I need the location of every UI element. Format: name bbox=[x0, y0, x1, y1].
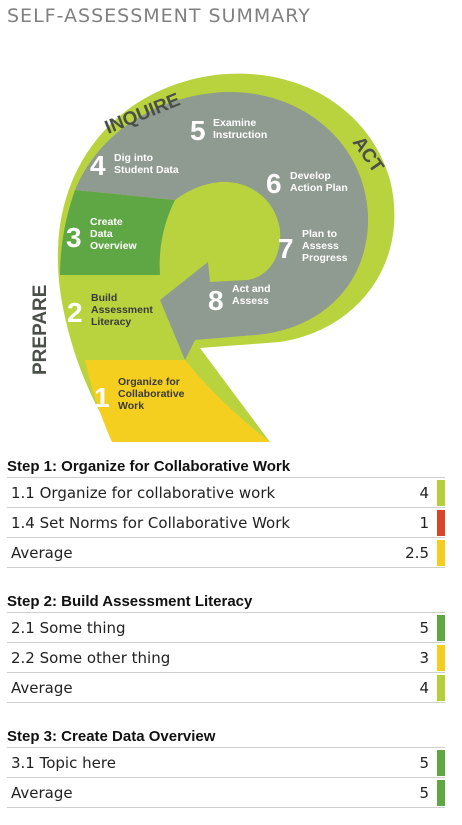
table-row: 1.1 Organize for collaborative work 4 bbox=[7, 477, 445, 508]
step-7-label: Plan to Assess Progress bbox=[302, 228, 348, 264]
row-label: Average bbox=[11, 544, 73, 562]
average-row: Average 2.5 bbox=[7, 538, 445, 568]
step-2-number: 2 bbox=[67, 297, 83, 328]
row-label: Average bbox=[11, 784, 73, 802]
row-score: 1 bbox=[419, 514, 429, 532]
step-2-section: Step 2: Build Assessment Literacy 2.1 So… bbox=[7, 592, 445, 703]
score-color-bar bbox=[437, 780, 445, 806]
step-8-number: 8 bbox=[208, 285, 224, 316]
score-color-bar bbox=[437, 510, 445, 536]
row-label: 1.1 Organize for collaborative work bbox=[11, 484, 276, 502]
step-3-number: 3 bbox=[66, 222, 82, 253]
table-row: 2.1 Some thing 5 bbox=[7, 612, 445, 643]
step-title: Step 1: Organize for Collaborative Work bbox=[7, 458, 291, 475]
row-label: Average bbox=[11, 679, 73, 697]
step-4-label: Dig into Student Data bbox=[114, 152, 179, 176]
step-5-label: Examine Instruction bbox=[213, 117, 267, 141]
row-label: 2.2 Some other thing bbox=[11, 649, 171, 667]
table-row: 1.4 Set Norms for Collaborative Work 1 bbox=[7, 508, 445, 538]
row-score: 5 bbox=[419, 754, 429, 772]
average-row: Average 5 bbox=[7, 778, 445, 808]
step-2-segment[interactable] bbox=[60, 275, 185, 360]
row-score: 5 bbox=[419, 619, 429, 637]
step-3-label: Create Data Overview bbox=[90, 216, 138, 252]
score-color-bar bbox=[437, 675, 445, 701]
score-color-bar bbox=[437, 480, 445, 506]
page-title: SELF-ASSESSMENT SUMMARY bbox=[7, 5, 311, 27]
row-score: 5 bbox=[419, 784, 429, 802]
table-row: 3.1 Topic here 5 bbox=[7, 747, 445, 778]
score-color-bar bbox=[437, 645, 445, 671]
score-color-bar bbox=[437, 615, 445, 641]
phase-prepare-label: PREPARE bbox=[30, 285, 51, 375]
step-6-number: 6 bbox=[266, 168, 282, 199]
table-row: 2.2 Some other thing 3 bbox=[7, 643, 445, 673]
step-7-number: 7 bbox=[278, 233, 294, 264]
row-label: 2.1 Some thing bbox=[11, 619, 126, 637]
row-score: 2.5 bbox=[405, 544, 429, 562]
row-label: 1.4 Set Norms for Collaborative Work bbox=[11, 514, 291, 532]
row-label: 3.1 Topic here bbox=[11, 754, 116, 772]
step-1-number: 1 bbox=[94, 382, 110, 413]
row-score: 4 bbox=[419, 679, 429, 697]
step-1-section: Step 1: Organize for Collaborative Work … bbox=[7, 457, 445, 568]
step-3-segment[interactable] bbox=[60, 190, 175, 275]
row-score: 3 bbox=[419, 649, 429, 667]
step-8-label: Act and Assess bbox=[232, 283, 273, 307]
data-wise-cycle-diagram: INQUIRE ACT PREPARE 1 Organize for Colla… bbox=[30, 73, 395, 442]
score-color-bar bbox=[437, 750, 445, 776]
steps-4-8-segment[interactable] bbox=[75, 91, 369, 360]
average-row: Average 4 bbox=[7, 673, 445, 703]
step-1-segment[interactable] bbox=[85, 360, 270, 442]
step-6-label: Develop Action Plan bbox=[290, 170, 348, 194]
step-5-number: 5 bbox=[190, 115, 206, 146]
row-score: 4 bbox=[419, 484, 429, 502]
step-title: Step 3: Create Data Overview bbox=[7, 728, 216, 745]
step-title: Step 2: Build Assessment Literacy bbox=[7, 593, 253, 610]
step-2-label: Build Assessment Literacy bbox=[91, 292, 156, 328]
score-color-bar bbox=[437, 540, 445, 566]
step-3-section: Step 3: Create Data Overview 3.1 Topic h… bbox=[7, 727, 445, 808]
step-4-number: 4 bbox=[90, 150, 106, 181]
step-1-label: Organize for Collaborative Work bbox=[118, 376, 187, 412]
